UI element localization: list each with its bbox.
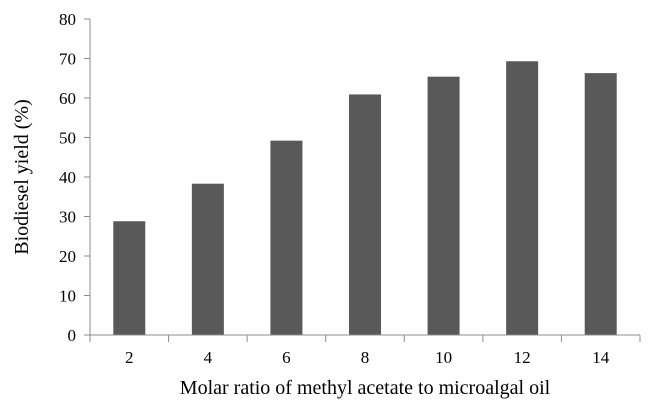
bar-10	[427, 76, 460, 336]
x-ticks-group: 2 4 6 8 10 12 14	[89, 335, 641, 367]
y-tick-label: 60	[59, 89, 76, 108]
bar-8	[349, 94, 381, 335]
x-tick-label: 10	[435, 348, 452, 367]
x-axis-title: Molar ratio of methyl acetate to microal…	[180, 377, 551, 399]
y-tick-label: 30	[59, 208, 76, 227]
bars-group	[113, 61, 617, 336]
x-tick-label: 8	[361, 348, 370, 367]
bar-6	[270, 140, 303, 335]
bar-4	[191, 183, 224, 335]
y-tick-label: 20	[59, 247, 76, 266]
y-tick-label: 40	[59, 168, 76, 187]
x-tick-label: 6	[282, 348, 291, 367]
y-tick-label: 70	[59, 50, 76, 69]
y-axis-title: Biodiesel yield (%)	[11, 99, 33, 255]
x-tick-label: 14	[592, 348, 610, 367]
y-tick-label: 80	[59, 10, 76, 29]
x-tick-label: 12	[514, 348, 531, 367]
bar-12	[506, 61, 539, 335]
x-tick-label: 4	[204, 348, 213, 367]
x-tick-label: 2	[125, 348, 134, 367]
y-tick-label: 10	[59, 287, 76, 306]
y-ticks-group: 0 10 20 30 40 50 60 70 80	[59, 10, 90, 345]
bar-14	[584, 73, 617, 336]
y-tick-label: 0	[68, 326, 77, 345]
bar-2	[113, 221, 146, 335]
y-tick-label: 50	[59, 129, 76, 148]
